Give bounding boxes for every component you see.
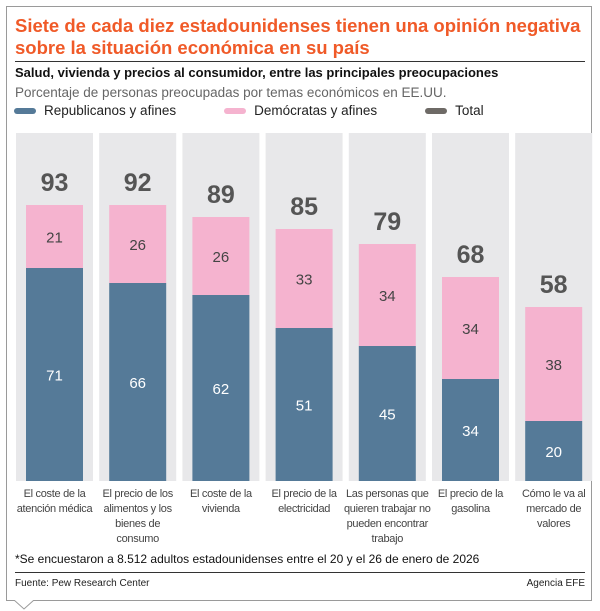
bar-republicanos bbox=[192, 295, 250, 481]
bar-democratas bbox=[109, 205, 167, 283]
bar-republicanos bbox=[525, 421, 583, 481]
category-label: El coste de la vivienda bbox=[189, 488, 252, 515]
category-label: El precio de los alimentos y los bienes … bbox=[102, 488, 173, 545]
chart-subtitle: Salud, vivienda y precios al consumidor,… bbox=[15, 65, 499, 80]
label-democratas: 26 bbox=[129, 237, 146, 254]
category-label: El coste de la atención médica bbox=[16, 488, 93, 515]
legend-label: Demócratas y afines bbox=[254, 103, 378, 118]
legend: Republicanos y afines Demócratas y afine… bbox=[14, 103, 532, 118]
bar-democratas bbox=[275, 229, 333, 328]
legend-swatch bbox=[14, 107, 36, 114]
source: Fuente: Pew Research Center bbox=[15, 578, 150, 589]
legend-item-republicanos: Republicanos y afines bbox=[14, 103, 176, 118]
footnote: *Se encuestaron a 8.512 adultos estadoun… bbox=[15, 552, 480, 566]
label-republicanos: 71 bbox=[46, 368, 63, 385]
legend-label: Republicanos y afines bbox=[44, 103, 177, 118]
bar-republicanos bbox=[26, 268, 83, 481]
label-total: 93 bbox=[41, 169, 69, 197]
legend-swatch bbox=[224, 107, 247, 114]
label-total: 79 bbox=[373, 208, 401, 236]
credit: Agencia EFE bbox=[526, 578, 585, 589]
label-democratas: 26 bbox=[213, 249, 230, 266]
label-democratas: 34 bbox=[462, 321, 479, 338]
label-democratas: 21 bbox=[46, 230, 63, 247]
label-democratas: 34 bbox=[379, 288, 396, 305]
label-total: 89 bbox=[207, 181, 235, 209]
category-label: Las personas que quieren trabajar no pue… bbox=[343, 488, 431, 545]
bar-republicanos bbox=[109, 283, 167, 481]
legend-item-total: Total bbox=[425, 103, 484, 118]
legend-item-democratas: Demócratas y afines bbox=[224, 103, 377, 118]
bar-democratas bbox=[26, 205, 83, 268]
chart-title: Siete de cada diez estadounidenses tiene… bbox=[15, 15, 581, 58]
callout-pointer bbox=[14, 600, 35, 610]
label-total: 85 bbox=[290, 193, 318, 221]
label-republicanos: 45 bbox=[379, 407, 396, 424]
category-label: El precio de la gasolina bbox=[437, 488, 504, 515]
bar-democratas bbox=[358, 244, 416, 346]
label-total: 92 bbox=[124, 169, 152, 197]
label-republicanos: 66 bbox=[129, 375, 146, 392]
label-republicanos: 51 bbox=[296, 398, 313, 415]
label-democratas: 38 bbox=[545, 357, 562, 374]
legend-swatch bbox=[425, 107, 448, 114]
label-republicanos: 20 bbox=[545, 444, 562, 461]
chart-description: Porcentaje de personas preocupadas por t… bbox=[15, 85, 447, 100]
label-democratas: 33 bbox=[296, 272, 313, 289]
legend-label: Total bbox=[455, 103, 484, 118]
category-label: Cómo le va al mercado de valores bbox=[522, 488, 586, 530]
bar-republicanos bbox=[442, 379, 499, 481]
bar-democratas bbox=[192, 217, 250, 295]
category-label: El precio de la electricidad bbox=[271, 488, 337, 515]
label-total: 68 bbox=[457, 241, 485, 269]
bar-democratas bbox=[525, 307, 583, 421]
bar-republicanos bbox=[358, 346, 416, 481]
divider bbox=[15, 572, 585, 573]
bar-democratas bbox=[442, 277, 499, 379]
divider bbox=[15, 61, 585, 62]
label-republicanos: 62 bbox=[213, 381, 230, 398]
label-total: 58 bbox=[540, 271, 568, 299]
bar-republicanos bbox=[275, 328, 333, 481]
label-republicanos: 34 bbox=[462, 423, 479, 440]
